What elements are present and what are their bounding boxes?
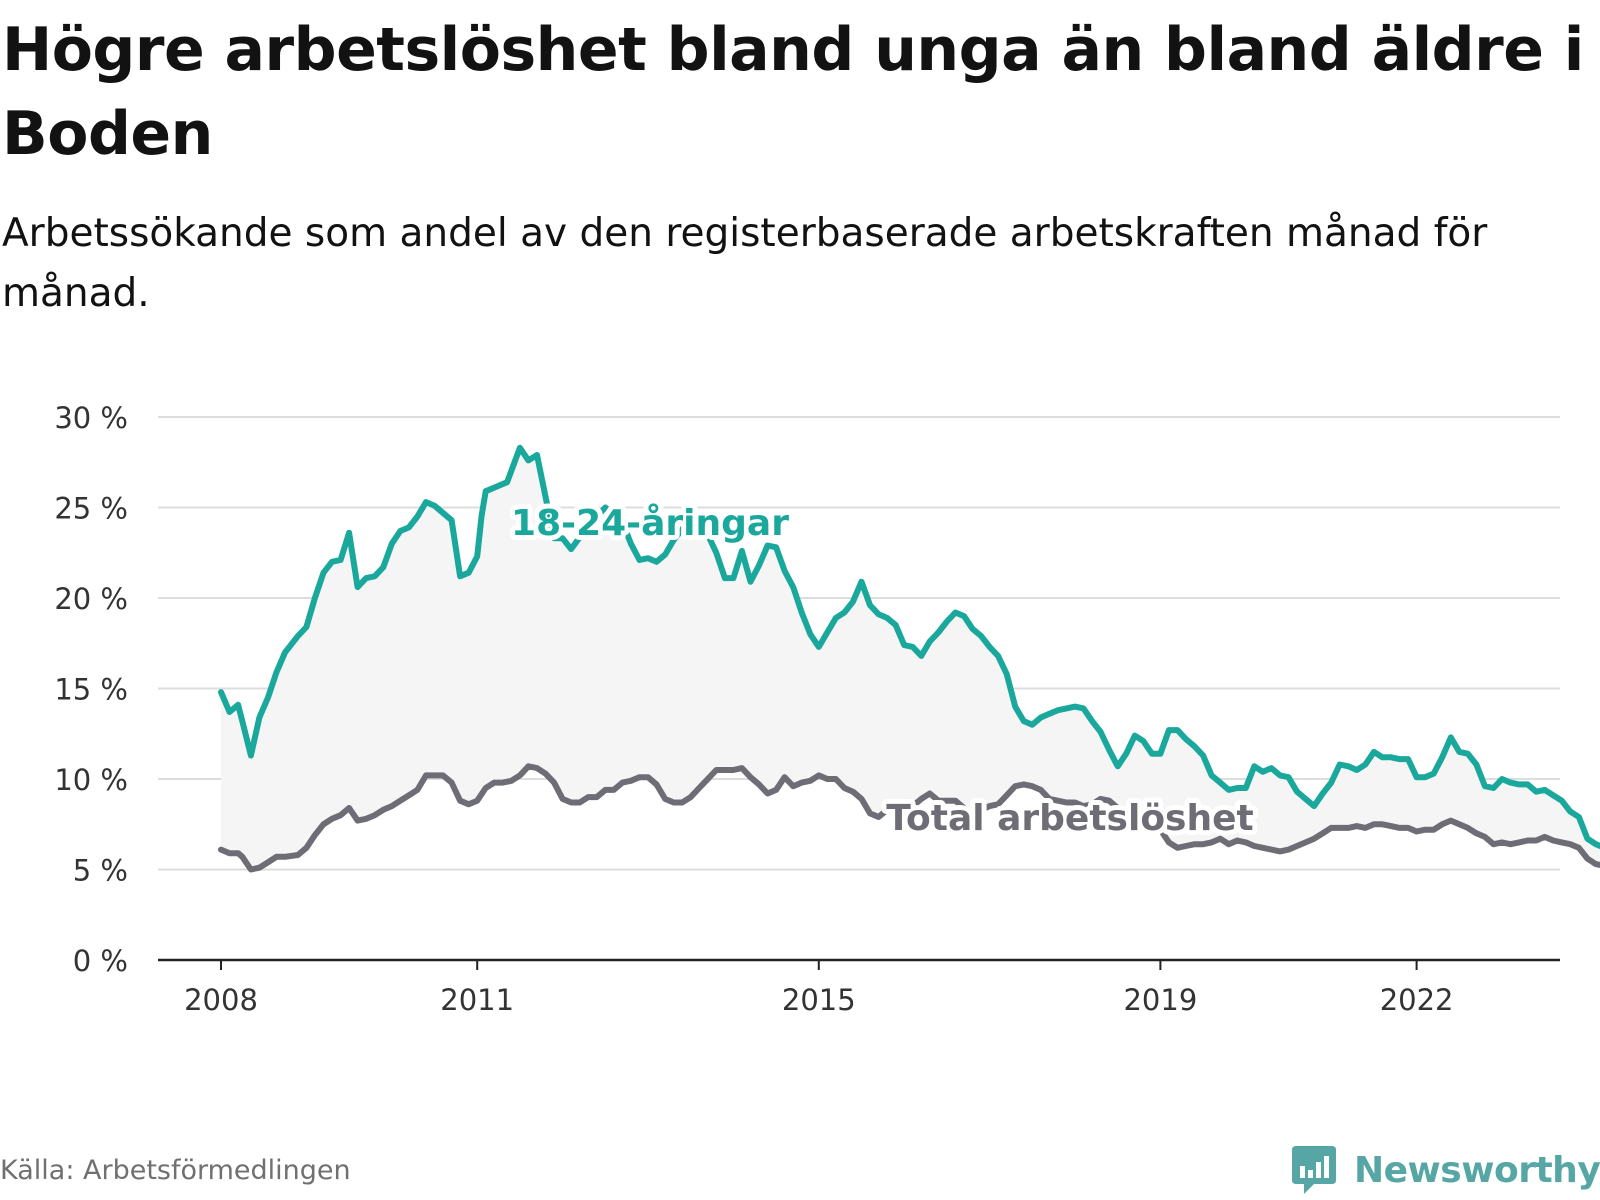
- x-tick-label: 2011: [440, 983, 514, 1017]
- y-tick-label: 25 %: [54, 492, 128, 526]
- series-label-total-halo: Total arbetslöshet: [886, 798, 1254, 839]
- series-line-total: [218, 763, 1600, 873]
- chart-subtitle: Arbetssökande som andel av den registerb…: [2, 211, 1488, 316]
- series-label-total: Total arbetslöshet: [886, 798, 1254, 839]
- brand-logo: Newsworthy: [1290, 1140, 1600, 1200]
- source-note: Källa: Arbetsförmedlingen: [0, 1155, 351, 1186]
- x-tick-label: 2019: [1123, 983, 1197, 1017]
- y-tick-label: 15 %: [54, 673, 128, 707]
- gap-area: [221, 447, 1600, 870]
- x-tick-label: 2022: [1380, 983, 1454, 1017]
- y-tick-label: 10 %: [54, 763, 128, 797]
- y-tick-label: 5 %: [73, 854, 128, 888]
- x-tick-label: 2015: [782, 983, 856, 1017]
- y-tick-label: 0 %: [73, 944, 128, 978]
- x-tick-label: 2008: [184, 983, 258, 1017]
- brand-name: Newsworthy: [1354, 1149, 1600, 1191]
- newsworthy-icon: [1292, 1146, 1336, 1194]
- series-line-youth: [218, 444, 1600, 850]
- y-tick-label: 30 %: [54, 401, 128, 435]
- series-label-youth-halo: 18-24-åringar: [511, 503, 789, 544]
- series-label-youth: 18-24-åringar: [511, 503, 789, 544]
- y-tick-label: 20 %: [54, 582, 128, 616]
- axes: 0 % 5 % 10 % 15 % 20 % 25 % 30 % 2008 2011 2015 20…: [54, 401, 1560, 1017]
- series-lines: [218, 444, 1600, 873]
- chart-title: Högre arbetslöshet bland unga än bland ä…: [2, 15, 1584, 169]
